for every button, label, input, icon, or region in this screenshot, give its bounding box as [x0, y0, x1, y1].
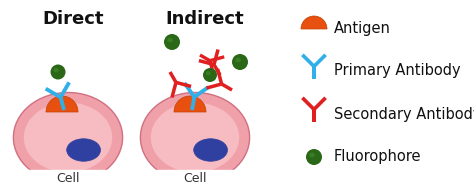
Polygon shape: [210, 55, 225, 62]
Polygon shape: [190, 97, 196, 110]
Polygon shape: [170, 82, 178, 98]
Polygon shape: [193, 86, 210, 99]
Ellipse shape: [167, 38, 173, 42]
Ellipse shape: [235, 58, 241, 62]
Polygon shape: [312, 66, 316, 79]
Polygon shape: [175, 81, 191, 88]
Polygon shape: [212, 49, 220, 65]
Polygon shape: [199, 53, 211, 62]
Ellipse shape: [309, 153, 315, 157]
Polygon shape: [301, 96, 315, 111]
Polygon shape: [216, 68, 223, 84]
Ellipse shape: [54, 68, 59, 72]
Polygon shape: [168, 71, 178, 83]
Text: Fluorophore: Fluorophore: [334, 150, 421, 164]
Polygon shape: [212, 64, 221, 76]
Polygon shape: [208, 60, 215, 75]
Ellipse shape: [13, 92, 123, 182]
Polygon shape: [59, 81, 71, 98]
Polygon shape: [313, 96, 327, 111]
Ellipse shape: [24, 103, 112, 172]
Wedge shape: [301, 16, 327, 29]
Bar: [133, 170, 257, 191]
Polygon shape: [313, 53, 327, 68]
Polygon shape: [183, 82, 196, 98]
Polygon shape: [221, 83, 233, 91]
Wedge shape: [174, 96, 206, 112]
Text: Indirect: Indirect: [166, 10, 244, 28]
Text: Secondary Antibody: Secondary Antibody: [334, 107, 474, 121]
Polygon shape: [301, 53, 315, 68]
Ellipse shape: [51, 65, 65, 79]
Ellipse shape: [164, 34, 180, 50]
Ellipse shape: [306, 149, 322, 165]
Text: Cell: Cell: [183, 172, 207, 185]
Ellipse shape: [206, 71, 211, 75]
Text: Antigen: Antigen: [334, 22, 391, 36]
Wedge shape: [46, 96, 78, 112]
Ellipse shape: [203, 68, 217, 82]
Polygon shape: [59, 97, 66, 111]
Ellipse shape: [151, 103, 239, 172]
Bar: [6, 170, 130, 191]
Text: Cell: Cell: [56, 172, 80, 185]
Ellipse shape: [67, 139, 100, 161]
Polygon shape: [206, 82, 222, 90]
Polygon shape: [199, 59, 214, 66]
Ellipse shape: [140, 92, 250, 182]
Text: Primary Antibody: Primary Antibody: [334, 63, 461, 79]
Polygon shape: [312, 109, 316, 122]
Ellipse shape: [194, 139, 228, 161]
Polygon shape: [45, 87, 62, 99]
Text: Direct: Direct: [42, 10, 104, 28]
Ellipse shape: [232, 54, 248, 70]
